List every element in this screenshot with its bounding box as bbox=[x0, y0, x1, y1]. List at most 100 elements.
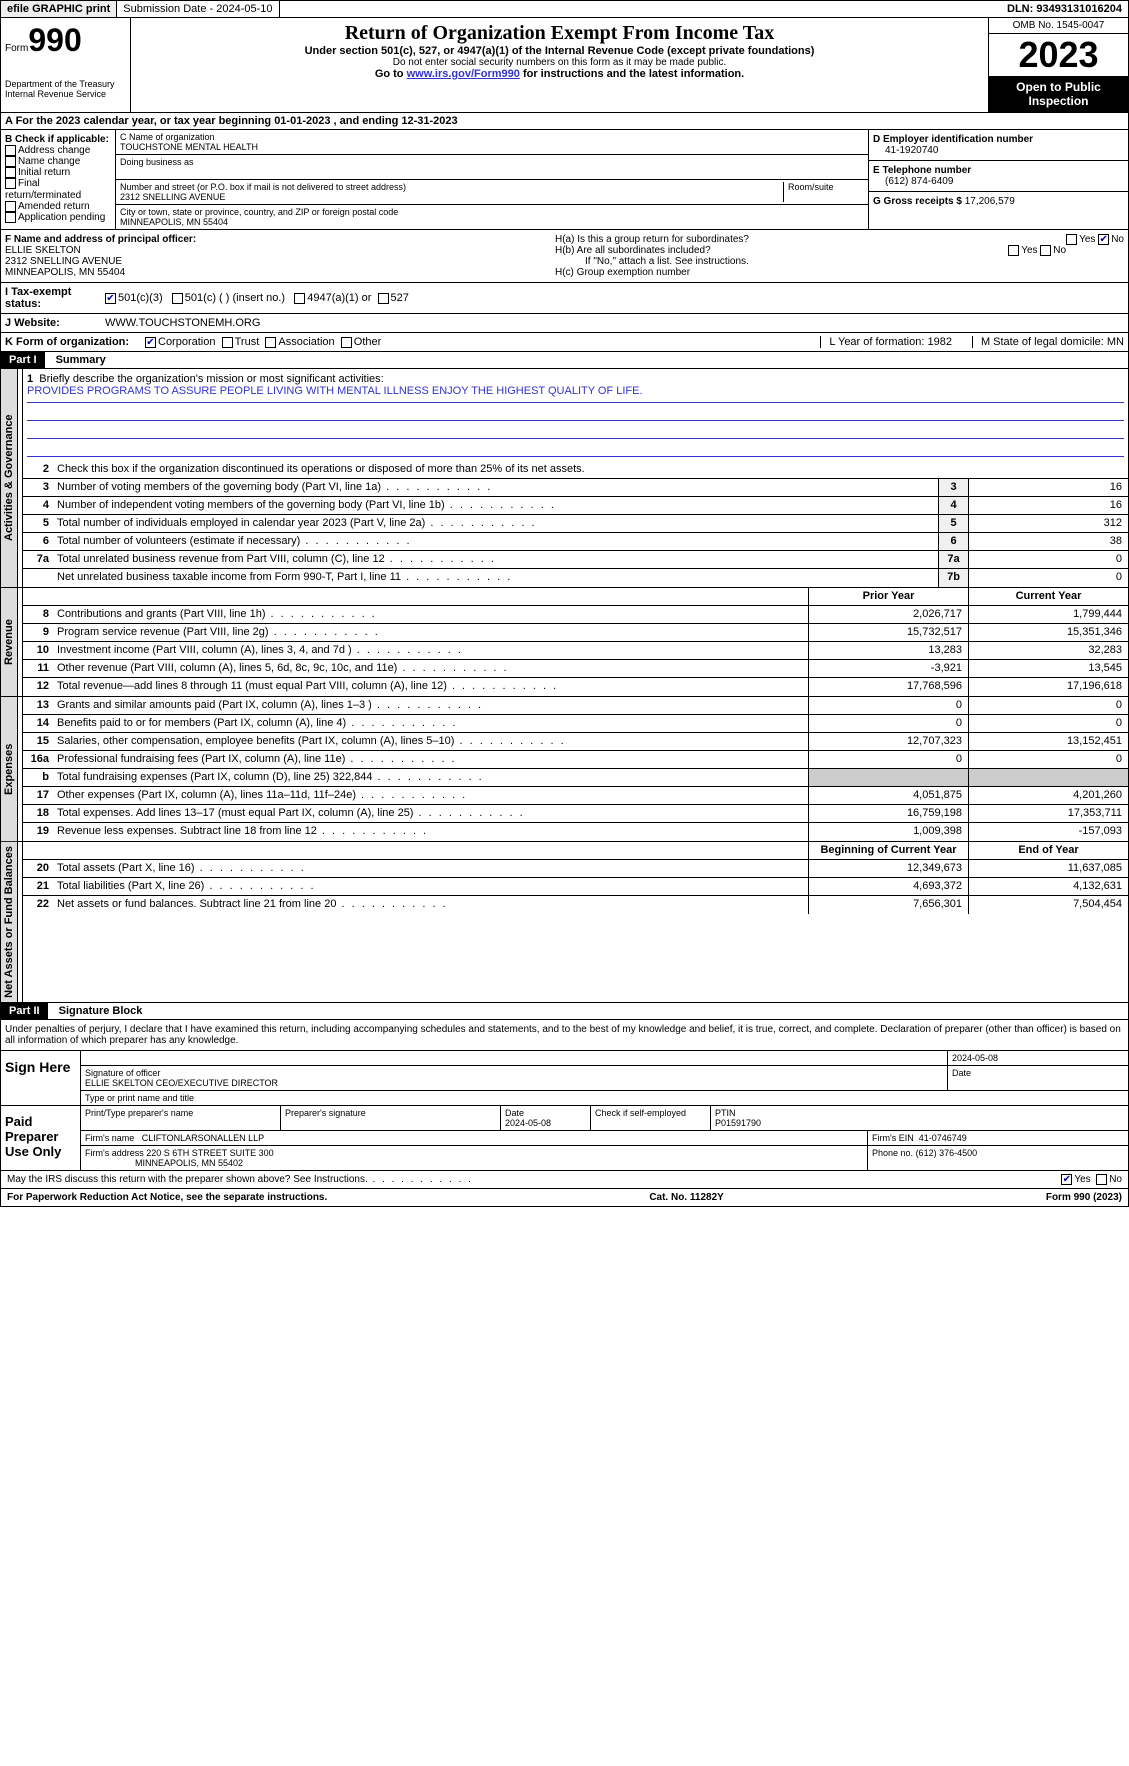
prior-year-val: 13,283 bbox=[808, 642, 968, 659]
cb-hb-yes[interactable] bbox=[1008, 245, 1019, 256]
line-num: 7a bbox=[23, 551, 53, 568]
cb-final-return[interactable] bbox=[5, 178, 16, 189]
line2: Check this box if the organization disco… bbox=[53, 461, 1128, 478]
current-year-val: 1,799,444 bbox=[968, 606, 1128, 623]
pra-notice: For Paperwork Reduction Act Notice, see … bbox=[7, 1192, 327, 1203]
prior-year-val: 16,759,198 bbox=[808, 805, 968, 822]
current-year-val: 11,637,085 bbox=[968, 860, 1128, 877]
e-lbl: E Telephone number bbox=[873, 165, 971, 176]
line-box: 4 bbox=[938, 497, 968, 514]
part2-title: Signature Block bbox=[51, 1005, 143, 1017]
org-name: TOUCHSTONE MENTAL HEALTH bbox=[120, 142, 258, 152]
cb-trust[interactable] bbox=[222, 337, 233, 348]
line-desc: Salaries, other compensation, employee b… bbox=[53, 733, 808, 750]
line-val: 38 bbox=[968, 533, 1128, 550]
line-num: 13 bbox=[23, 697, 53, 714]
prior-year-val bbox=[808, 769, 968, 786]
prior-year-val: 1,009,398 bbox=[808, 823, 968, 841]
line-desc: Number of voting members of the governin… bbox=[53, 479, 938, 496]
line-val: 312 bbox=[968, 515, 1128, 532]
efile-print-button[interactable]: efile GRAPHIC print bbox=[1, 1, 117, 17]
row-j: J Website: WWW.TOUCHSTONEMH.ORG bbox=[0, 314, 1129, 333]
current-year-val: 17,196,618 bbox=[968, 678, 1128, 696]
hdr-begin-year: Beginning of Current Year bbox=[808, 842, 968, 859]
firm-addr1: 220 S 6TH STREET SUITE 300 bbox=[146, 1148, 273, 1158]
cb-initial-return[interactable] bbox=[5, 167, 16, 178]
irs-link[interactable]: www.irs.gov/Form990 bbox=[407, 68, 520, 80]
type-name-lbl: Type or print name and title bbox=[81, 1091, 1128, 1105]
sign-here-block: Sign Here 2024-05-08 Signature of office… bbox=[0, 1051, 1129, 1106]
cb-discuss-no[interactable] bbox=[1096, 1174, 1107, 1185]
cb-other[interactable] bbox=[341, 337, 352, 348]
cb-4947[interactable] bbox=[294, 293, 305, 304]
line-box: 3 bbox=[938, 479, 968, 496]
cb-527[interactable] bbox=[378, 293, 389, 304]
summary-revenue: Revenue Prior YearCurrent Year 8Contribu… bbox=[0, 588, 1129, 697]
current-year-val: 0 bbox=[968, 751, 1128, 768]
line-num: 4 bbox=[23, 497, 53, 514]
line-num: b bbox=[23, 769, 53, 786]
line-val: 16 bbox=[968, 479, 1128, 496]
website-val: WWW.TOUCHSTONEMH.ORG bbox=[105, 317, 260, 329]
opt-amended: Amended return bbox=[18, 201, 90, 212]
cb-discuss-yes[interactable] bbox=[1061, 1174, 1072, 1185]
line-box: 7a bbox=[938, 551, 968, 568]
current-year-val: 13,545 bbox=[968, 660, 1128, 677]
cb-hb-no[interactable] bbox=[1040, 245, 1051, 256]
m-state: M State of legal domicile: MN bbox=[972, 336, 1124, 348]
form-label: Form bbox=[5, 43, 28, 54]
prior-year-val: 4,051,875 bbox=[808, 787, 968, 804]
opt-assoc: Association bbox=[278, 336, 334, 348]
line-num: 10 bbox=[23, 642, 53, 659]
sign-date: 2024-05-08 bbox=[948, 1051, 1128, 1065]
line-desc: Investment income (Part VIII, column (A)… bbox=[53, 642, 808, 659]
dept-treasury: Department of the Treasury Internal Reve… bbox=[5, 79, 126, 99]
tax-year: 2023 bbox=[989, 34, 1128, 76]
prior-year-val: 12,707,323 bbox=[808, 733, 968, 750]
ptin-lbl: PTIN bbox=[715, 1108, 736, 1118]
hdr-end-year: End of Year bbox=[968, 842, 1128, 859]
submission-date: Submission Date - 2024-05-10 bbox=[117, 1, 279, 17]
opt-501c3: 501(c)(3) bbox=[118, 292, 163, 304]
open-public: Open to Public Inspection bbox=[989, 76, 1128, 112]
box-deg: D Employer identification number41-19207… bbox=[868, 130, 1128, 229]
cb-app-pending[interactable] bbox=[5, 212, 16, 223]
prep-date-lbl: Date bbox=[505, 1108, 524, 1118]
cb-amended[interactable] bbox=[5, 201, 16, 212]
block-bcde: B Check if applicable: Address change Na… bbox=[0, 130, 1129, 230]
c-name-lbl: C Name of organization bbox=[120, 132, 215, 142]
cb-ha-no[interactable] bbox=[1098, 234, 1109, 245]
cb-address-change[interactable] bbox=[5, 145, 16, 156]
summary-governance: Activities & Governance 1 Briefly descri… bbox=[0, 369, 1129, 588]
current-year-val: 0 bbox=[968, 715, 1128, 732]
line-desc: Revenue less expenses. Subtract line 18 … bbox=[53, 823, 808, 841]
current-year-val: 13,152,451 bbox=[968, 733, 1128, 750]
d-lbl: D Employer identification number bbox=[873, 134, 1033, 145]
form-footer: Form 990 (2023) bbox=[1046, 1192, 1122, 1203]
line-desc: Other expenses (Part IX, column (A), lin… bbox=[53, 787, 808, 804]
cb-ha-yes[interactable] bbox=[1066, 234, 1077, 245]
opt-trust: Trust bbox=[235, 336, 260, 348]
line-desc: Contributions and grants (Part VIII, lin… bbox=[53, 606, 808, 623]
box-c: C Name of organizationTOUCHSTONE MENTAL … bbox=[116, 130, 868, 229]
line-num: 12 bbox=[23, 678, 53, 696]
line-desc: Program service revenue (Part VIII, line… bbox=[53, 624, 808, 641]
k-lbl: K Form of organization: bbox=[5, 336, 145, 348]
mission-blank2 bbox=[27, 421, 1124, 439]
print-name-lbl: Print/Type preparer's name bbox=[81, 1106, 281, 1130]
line-desc: Total revenue—add lines 8 through 11 (mu… bbox=[53, 678, 808, 696]
cb-corp[interactable] bbox=[145, 337, 156, 348]
cb-assoc[interactable] bbox=[265, 337, 276, 348]
cb-name-change[interactable] bbox=[5, 156, 16, 167]
line-desc: Number of independent voting members of … bbox=[53, 497, 938, 514]
line-box: 6 bbox=[938, 533, 968, 550]
prior-year-val: 7,656,301 bbox=[808, 896, 968, 914]
vtab-na: Net Assets or Fund Balances bbox=[1, 842, 18, 1002]
cb-501c[interactable] bbox=[172, 293, 183, 304]
summary-expenses: Expenses 13Grants and similar amounts pa… bbox=[0, 697, 1129, 842]
line-val: 16 bbox=[968, 497, 1128, 514]
city-lbl: City or town, state or province, country… bbox=[120, 207, 398, 217]
hdr-current-year: Current Year bbox=[968, 588, 1128, 605]
opt-initial-return: Initial return bbox=[18, 167, 70, 178]
cb-501c3[interactable] bbox=[105, 293, 116, 304]
